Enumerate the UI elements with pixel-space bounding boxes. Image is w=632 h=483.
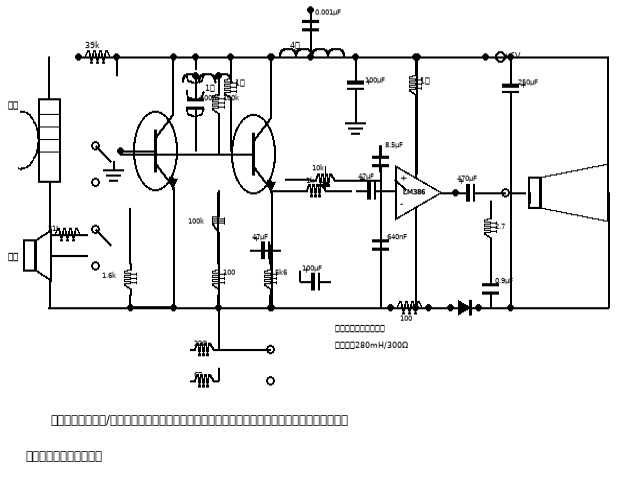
Text: 这是一个完整的录/放盒式录音机放大器，有两个晶体管用作信号放大器，另一个晶体管在录音方: 这是一个完整的录/放盒式录音机放大器，有两个晶体管用作信号放大器，另一个晶体管在… [51,414,349,427]
Text: 式下用作自动音量控制。: 式下用作自动音量控制。 [25,451,102,463]
